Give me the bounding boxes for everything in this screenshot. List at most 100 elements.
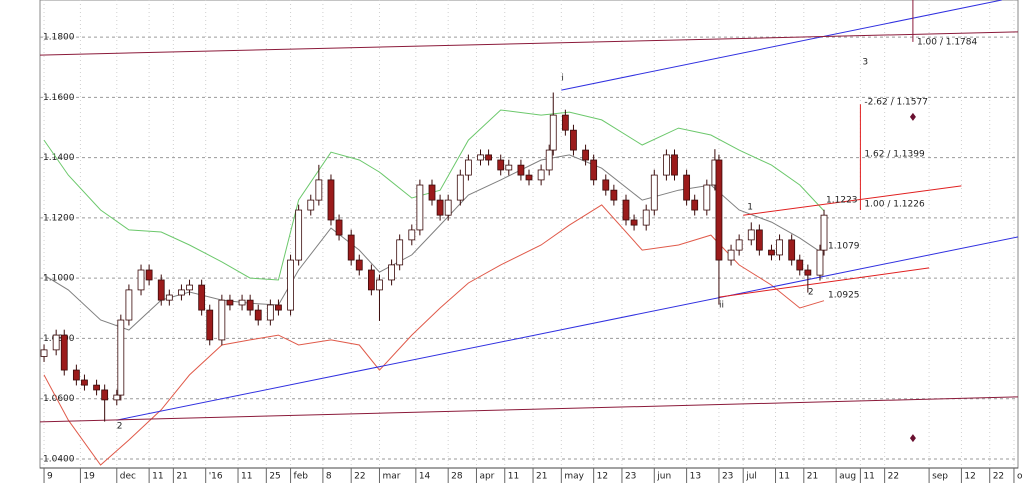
candle-body	[642, 209, 650, 226]
marker	[909, 434, 916, 443]
x-tick-label: 22	[888, 472, 899, 482]
candle-body	[266, 304, 274, 321]
candle-body	[186, 284, 193, 291]
candle-body	[630, 219, 638, 226]
x-tick-label: feb	[294, 472, 309, 482]
candle-body	[663, 154, 670, 176]
candle-body	[81, 379, 88, 386]
candle-body	[157, 279, 165, 301]
candle-body	[315, 179, 323, 201]
candle-body	[820, 214, 828, 251]
candle-body	[428, 184, 436, 201]
candle-body	[505, 164, 513, 171]
candle-body	[52, 334, 60, 351]
annotation: 1.0925	[828, 291, 860, 301]
candle-body	[610, 189, 618, 201]
candle-body	[549, 114, 557, 151]
candle-body	[703, 184, 711, 211]
x-tick-label: apr	[479, 472, 494, 482]
candle-body	[226, 299, 234, 306]
y-tick-label: 1.1800	[43, 33, 75, 43]
y-tick-label: 1.1600	[43, 93, 75, 103]
candle-body	[178, 289, 185, 296]
candle-body	[622, 199, 630, 221]
candle-body	[464, 159, 472, 176]
trend-line	[561, 0, 1002, 91]
candle-body	[416, 184, 424, 231]
trend-line	[743, 185, 962, 216]
candle-body	[727, 249, 735, 261]
candle-body	[206, 309, 214, 341]
candle-body	[295, 209, 303, 261]
marker	[909, 112, 916, 121]
trend-line	[116, 236, 1019, 421]
trend-line	[718, 267, 930, 298]
x-tick-label: 23	[722, 472, 733, 482]
candle-body	[456, 174, 464, 201]
candle-body	[683, 174, 691, 201]
x-tick-label: 11	[152, 472, 163, 482]
x-tick-label: 21	[176, 472, 187, 482]
x-tick-label: jun	[656, 472, 671, 482]
candle-body	[436, 199, 444, 216]
x-tick-label: 19	[83, 472, 95, 482]
candle-body	[125, 289, 133, 321]
candle-body	[747, 229, 755, 241]
x-tick-label: 11	[241, 472, 252, 482]
annotation: 1.62 / 1.1399	[864, 149, 925, 159]
candle-body	[327, 179, 335, 221]
candle-body	[444, 199, 452, 216]
candle-body	[238, 299, 246, 306]
candle-body	[768, 249, 775, 256]
x-tick-label: 22	[354, 472, 365, 482]
candle-body	[347, 234, 355, 261]
x-tick-label: 9	[47, 472, 53, 482]
candle-body	[287, 259, 294, 311]
candle-body	[691, 199, 699, 211]
candle-body	[804, 269, 812, 276]
candle-body	[650, 174, 658, 211]
candle-body	[335, 219, 343, 236]
x-tick-label: 8	[326, 472, 332, 482]
candle-body	[165, 294, 173, 301]
candle-body	[517, 164, 525, 176]
candle-body	[602, 179, 610, 191]
annotation: 3	[862, 58, 868, 68]
candle-body	[137, 269, 145, 291]
candle-body	[72, 369, 80, 381]
candle-body	[218, 299, 226, 341]
annotation: 1.00 / 1.1784	[917, 38, 978, 48]
annotation: 2	[808, 288, 814, 298]
x-tick-label: 12	[597, 472, 608, 482]
annotation: 2	[117, 422, 123, 432]
candle-body	[254, 309, 262, 321]
y-tick-label: 1.1400	[43, 153, 75, 163]
x-tick-label: 12	[964, 472, 975, 482]
candle-body	[755, 229, 763, 251]
indicator-line	[43, 109, 825, 281]
x-tick-label: mar	[382, 472, 400, 482]
candle-body	[582, 149, 589, 161]
x-tick-label: may	[564, 472, 584, 482]
x-tick-label: 11	[779, 472, 790, 482]
y-tick-label: 1.1200	[43, 213, 75, 223]
candle-body	[307, 199, 315, 211]
candle-body	[275, 304, 282, 311]
candle-body	[355, 259, 363, 271]
candle-body	[525, 174, 533, 181]
candle-body	[477, 154, 484, 161]
x-tick-label: 21	[536, 472, 547, 482]
candle-body	[40, 349, 48, 357]
candle-body	[101, 389, 109, 401]
candle-body	[776, 239, 783, 256]
x-tick-label: 28	[451, 472, 463, 482]
candle-body	[60, 334, 68, 371]
candle-body	[408, 229, 416, 241]
annotation: ii	[719, 300, 724, 310]
x-tick-label: dec	[120, 472, 136, 482]
candle-body	[497, 159, 505, 171]
x-tick-label: 11	[863, 472, 874, 482]
candle-body	[715, 159, 723, 261]
candle-body	[570, 129, 577, 151]
